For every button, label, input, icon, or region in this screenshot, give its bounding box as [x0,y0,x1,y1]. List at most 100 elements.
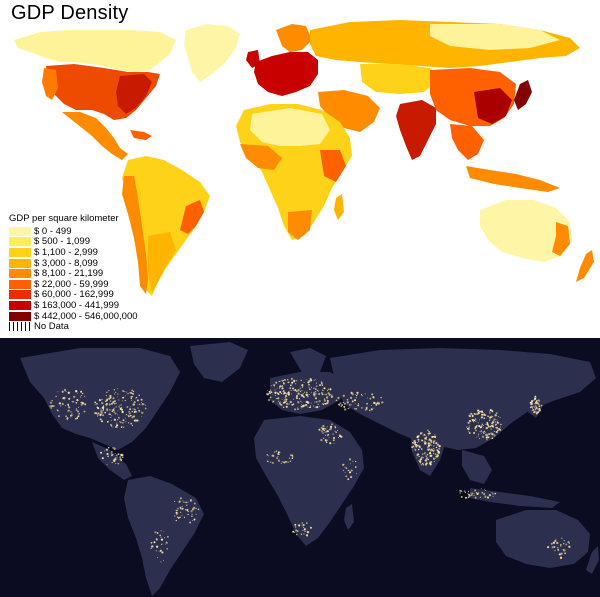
city-light [297,392,300,395]
city-light [348,458,352,461]
city-light [436,443,440,446]
city-light [279,401,281,403]
city-light [285,402,289,405]
city-light [304,403,308,407]
city-light [373,401,376,405]
city-light [114,447,116,449]
north-america-north [14,30,176,72]
city-light [53,405,55,407]
city-light [116,388,118,390]
city-light [272,401,274,403]
night-greenland [190,342,248,382]
city-light [283,461,285,464]
city-light [141,402,142,404]
city-light [111,461,113,464]
city-light [116,427,118,428]
legend-label: $ 1,100 - 2,999 [34,246,98,258]
city-light [476,413,478,415]
city-light [559,556,563,559]
city-light [125,417,127,419]
city-light [488,419,491,422]
city-light [482,431,484,433]
city-light [114,453,116,455]
city-light [106,421,109,423]
city-light [277,403,279,405]
city-light [301,389,303,392]
city-light [479,410,482,413]
city-light [339,434,341,436]
city-light [302,393,304,395]
city-light [433,447,435,450]
city-light [353,399,357,402]
city-light [181,505,183,507]
legend: GDP per square kilometer $ 0 - 499 $ 500 … [9,213,138,332]
city-light [491,425,494,428]
city-light [483,417,486,420]
city-light [139,403,141,405]
city-light [325,434,327,436]
city-light [483,427,484,429]
city-light [287,461,289,464]
city-light [101,402,104,405]
city-light [356,393,359,396]
city-light [132,415,136,418]
legend-swatch [9,290,31,300]
city-light [280,392,283,395]
city-light [322,424,325,428]
city-light [323,393,325,395]
city-light [314,390,317,393]
city-light [176,510,178,511]
city-light [134,408,136,411]
city-light [294,383,297,385]
night-russia-asia [330,348,596,450]
city-light [116,419,119,421]
city-light [497,421,499,424]
city-light [155,538,158,541]
south-america-west [122,176,148,294]
city-light [489,412,491,414]
city-light [109,394,112,398]
city-light [485,426,488,430]
city-light [342,401,344,404]
city-light [268,390,271,393]
caribbean [130,130,152,140]
city-light [474,418,477,421]
city-light [135,396,138,399]
city-light [95,402,98,405]
city-light [306,522,308,524]
city-light [428,435,430,437]
city-light [291,384,293,386]
city-light [467,427,470,431]
city-light [418,440,420,443]
city-light [57,391,59,393]
city-light [321,383,323,385]
city-light [160,561,162,563]
city-light [428,430,430,433]
city-light [99,418,102,421]
city-light [310,405,312,407]
city-light [297,389,300,392]
city-light [306,535,308,537]
legend-items: $ 0 - 499 $ 500 - 1,099 $ 1,100 - 2,999 $ 3… [9,226,138,332]
city-light [486,496,490,499]
city-light [122,426,125,428]
new-zealand [576,250,594,282]
city-light [433,435,437,439]
city-light [333,442,335,444]
city-light [348,471,352,474]
city-light [485,436,488,439]
legend-row: $ 60,000 - 162,999 [9,289,138,300]
gdp-density-map: GDP Density [11,2,594,296]
city-light [176,516,179,518]
city-light [117,416,120,419]
city-light [334,427,337,429]
city-light [297,401,300,404]
city-light [489,425,492,428]
city-light [115,454,118,457]
city-light [113,389,116,391]
city-light [175,509,177,512]
city-light [532,408,535,412]
city-light [355,397,357,399]
legend-row: $ 8,100 - 21,199 [9,268,138,279]
city-light [477,421,479,423]
